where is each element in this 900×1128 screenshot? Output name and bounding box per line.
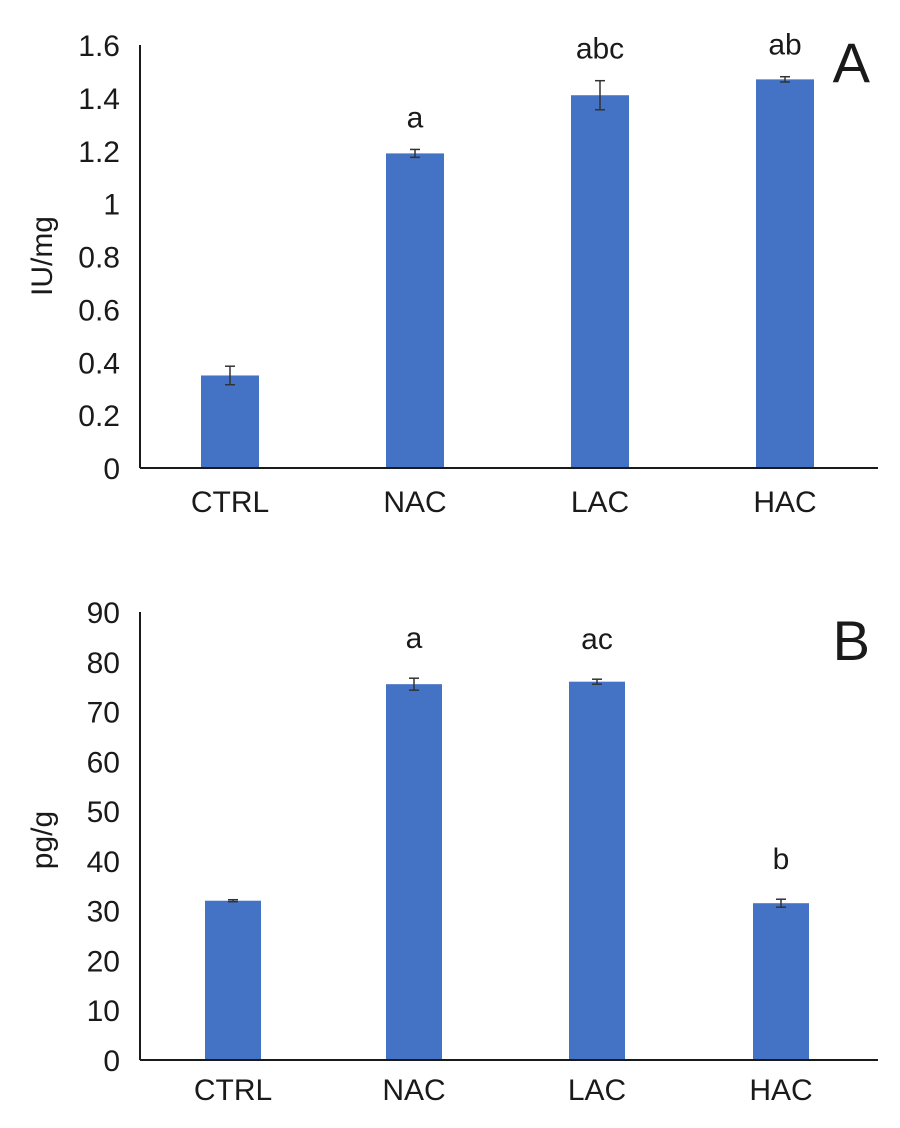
x-tick-label: NAC <box>382 1074 445 1107</box>
y-tick-label: 10 <box>87 995 120 1028</box>
panel-label: B <box>833 609 870 672</box>
x-tick-label: LAC <box>568 1074 626 1107</box>
significance-label: ac <box>581 623 613 656</box>
y-tick-label: 0.8 <box>78 242 120 275</box>
x-tick-label: CTRL <box>191 486 269 519</box>
bar-hac <box>756 79 814 469</box>
y-axis-label: pg/g <box>26 811 59 869</box>
y-tick-label: 90 <box>87 597 120 630</box>
x-tick-label: LAC <box>571 486 629 519</box>
significance-label: a <box>407 101 424 134</box>
y-tick-label: 1.4 <box>78 83 120 116</box>
y-tick-label: 70 <box>87 697 120 730</box>
bar-nac <box>386 684 442 1060</box>
y-tick-label: 0.2 <box>78 400 120 433</box>
x-tick-label: HAC <box>749 1074 812 1107</box>
bar-nac <box>386 153 444 469</box>
bar-ctrl <box>205 900 261 1060</box>
y-tick-label: 1.2 <box>78 136 120 169</box>
y-tick-label: 1 <box>103 189 120 222</box>
y-tick-label: 80 <box>87 647 120 680</box>
bar-hac <box>753 903 809 1060</box>
y-tick-label: 0.4 <box>78 347 120 380</box>
y-tick-label: 0 <box>103 1045 120 1078</box>
y-tick-label: 0.6 <box>78 294 120 327</box>
y-tick-label: 0 <box>103 453 120 486</box>
y-tick-label: 1.6 <box>78 30 120 63</box>
x-tick-label: NAC <box>383 486 446 519</box>
y-tick-label: 30 <box>87 896 120 929</box>
y-tick-label: 60 <box>87 746 120 779</box>
y-tick-label: 20 <box>87 945 120 978</box>
x-tick-label: CTRL <box>194 1074 272 1107</box>
bar-lac <box>569 681 625 1060</box>
y-axis-label: IU/mg <box>26 216 59 296</box>
y-tick-label: 50 <box>87 796 120 829</box>
significance-label: b <box>773 843 790 876</box>
significance-label: ab <box>768 29 801 62</box>
bar-lac <box>571 95 629 468</box>
significance-label: abc <box>576 33 624 66</box>
y-tick-label: 40 <box>87 846 120 879</box>
x-tick-label: HAC <box>753 486 816 519</box>
significance-label: a <box>406 622 423 655</box>
panel-label: A <box>833 31 871 94</box>
bar-ctrl <box>201 375 259 468</box>
